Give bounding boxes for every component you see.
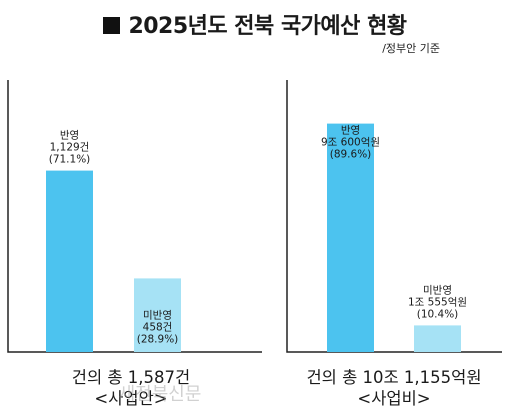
data-label: (89.6%)	[330, 149, 372, 161]
watermark-text: 새전북신문	[119, 384, 202, 405]
subtitle: /정부안 기준	[382, 42, 440, 55]
data-label: 반영	[341, 125, 360, 137]
data-label: 9조 600억원	[321, 137, 380, 149]
axis-lines	[286, 80, 502, 353]
data-label: (71.1%)	[49, 154, 91, 166]
title-text: 2025년도 전북 국가예산 현황	[128, 14, 407, 39]
data-label: (28.9%)	[137, 333, 179, 345]
panel-total-label: 건의 총 10조 1,155억원	[306, 368, 481, 387]
data-label: 미반영	[143, 309, 172, 321]
panel-category-label: <사업안>	[94, 389, 167, 408]
data-label: (10.4%)	[417, 308, 459, 320]
bar-reflected	[327, 123, 374, 352]
data-label: 반영	[60, 130, 79, 142]
data-label: 미반영	[423, 284, 452, 296]
chart-title: 2025년도 전북 국가예산 현황	[0, 8, 510, 40]
data-label: 1조 555억원	[408, 296, 467, 308]
data-label: 458건	[143, 321, 173, 333]
panel-category-label: <사업비>	[357, 389, 430, 408]
panel-total-label: 건의 총 1,587건	[72, 368, 190, 387]
data-label: 1,129건	[50, 142, 90, 154]
bar-not-reflected	[134, 278, 181, 352]
bar-not-reflected	[414, 325, 461, 352]
bar-reflected	[46, 170, 93, 352]
title-square-icon	[103, 17, 121, 34]
